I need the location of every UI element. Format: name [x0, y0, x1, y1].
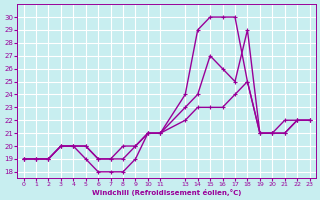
X-axis label: Windchill (Refroidissement éolien,°C): Windchill (Refroidissement éolien,°C): [92, 189, 241, 196]
